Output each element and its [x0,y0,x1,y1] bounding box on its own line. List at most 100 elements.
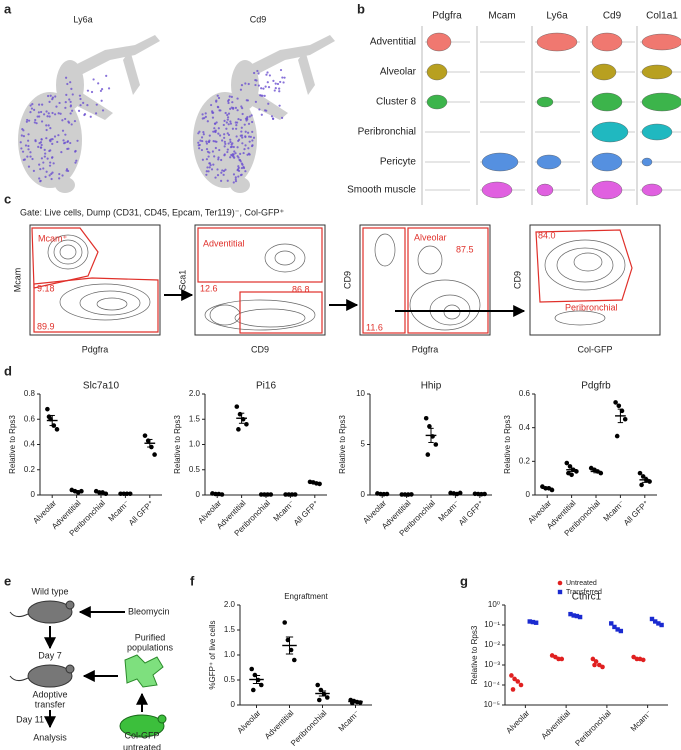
expression-dot [220,179,223,182]
point [615,627,620,632]
expression-dot [70,87,73,90]
expression-dot [55,105,58,108]
point [533,620,539,625]
point [317,697,322,703]
expression-dot [228,95,231,98]
gene-label: Ly6a [546,11,568,22]
x-tick-label: All GFP⁺ [292,499,321,528]
point [433,442,439,447]
expression-dot [251,120,254,124]
expression-dot [221,169,224,172]
violin [641,183,663,197]
y-tick-label: 10⁰ [488,600,500,609]
expression-dot [237,138,241,141]
expression-dot [239,152,242,155]
expression-dot [224,142,227,145]
expression-dot [234,152,237,155]
schematic: Wild type Bleomycin Day 7 Adoptive trans… [9,586,174,742]
expression-dot [201,113,204,116]
expression-dot [45,110,48,113]
x-tick-label: Alveolar [236,708,263,735]
point [559,656,565,662]
expression-dot [64,141,67,144]
step-label: Bleomycin [128,606,170,616]
gate-text: Gate: Live cells, Dump (CD31, CD45, Epca… [20,207,285,217]
expression-dot [267,102,270,105]
expression-dot [244,130,247,133]
expression-dot [222,123,225,127]
point [556,656,561,662]
expression-dot [254,78,257,82]
point [249,666,254,672]
expression-dot [234,178,237,181]
expression-dot [51,171,54,174]
gate [407,227,489,334]
expression-dot [225,121,228,124]
expression-dot [233,150,236,153]
expression-dot [198,130,201,133]
expression-dot [258,108,261,111]
expression-dot [40,138,43,141]
expression-dot [42,161,45,164]
expression-dot [46,115,49,118]
expression-dot [208,134,211,137]
expression-dot [69,104,73,107]
expression-dot [46,157,49,160]
y-tick-label: 1.0 [189,440,201,449]
point [590,656,596,662]
expression-dot [226,113,229,117]
violin [591,180,623,200]
violin [641,123,673,141]
expression-dot [232,145,235,149]
expression-dot [44,175,47,178]
expression-dot [199,139,202,142]
expression-dot [223,140,226,143]
expression-dot [239,160,242,163]
expression-dot [27,148,30,151]
gate-label: 89.9 [37,321,55,331]
y-axis-label: Relative to Rps3 [470,625,479,684]
y-tick-label: 0.4 [519,423,531,432]
expression-dot [201,117,204,120]
point [659,622,664,628]
expression-dot [77,109,81,112]
violin [591,121,629,143]
point [509,673,514,678]
expression-dot [202,133,205,136]
point [142,433,148,438]
expression-dot [232,107,235,110]
expression-dot [46,94,50,98]
expression-dot [36,115,39,118]
y-axis-label: Relative to Rps3 [503,415,512,474]
y-tick-label: 10⁻³ [484,660,500,669]
expression-dot [223,145,226,148]
expression-dot [247,82,250,86]
point [609,621,614,626]
gate-label: 86.8 [292,284,310,294]
expression-dot [237,156,240,159]
point [640,657,646,663]
expression-dot [235,135,238,138]
gate [33,277,159,333]
plot-frame [194,224,326,336]
umap-dots [19,68,286,184]
y-tick-label: 0 [196,490,201,499]
expression-dot [200,136,204,139]
expression-dot [229,122,233,125]
expression-dot [214,122,217,125]
violin [536,154,562,170]
expression-dot [242,166,246,170]
expression-dot [248,135,251,138]
violin [641,33,681,51]
point [515,679,521,684]
axis-label: CD9 [512,271,522,289]
gate-label: Adventitial [203,238,245,248]
expression-dot [57,134,60,137]
expression-dot [222,173,225,176]
expression-dot [65,169,68,172]
expression-dot [231,142,234,145]
expression-dot [51,98,54,101]
expression-dot [54,95,57,98]
expression-dot [47,124,50,127]
expression-dot [35,122,38,125]
